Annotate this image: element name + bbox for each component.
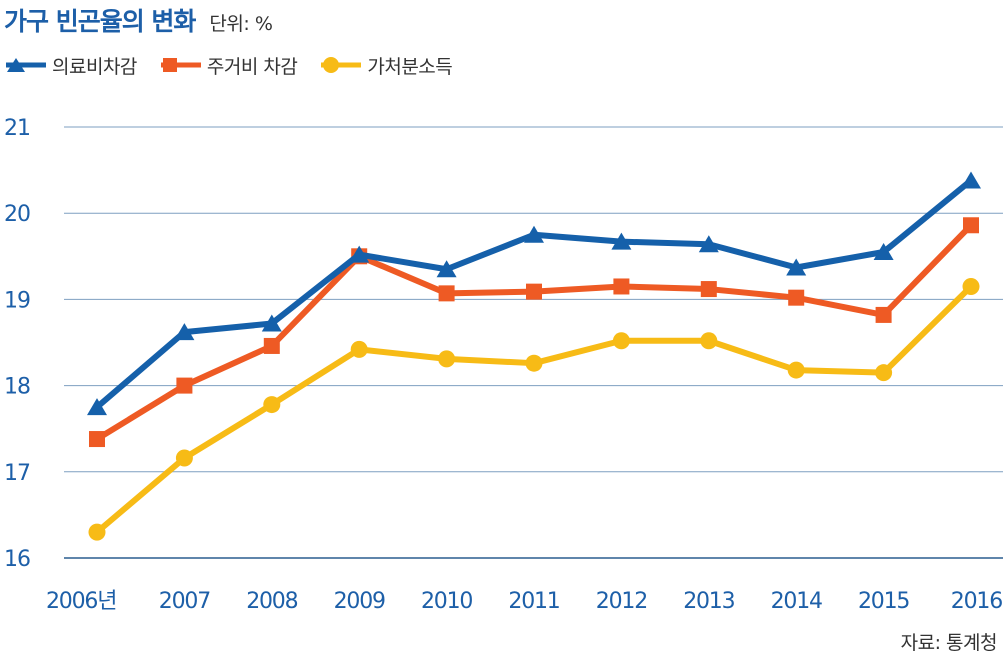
data-point-square bbox=[963, 217, 979, 234]
data-point-square bbox=[700, 281, 717, 298]
data-point-triangle bbox=[261, 314, 282, 332]
y-tick-label: 16 bbox=[4, 547, 30, 572]
data-point-square bbox=[875, 306, 892, 323]
data-point-circle bbox=[263, 396, 281, 414]
circle-marker-icon bbox=[321, 57, 362, 73]
data-point-circle bbox=[438, 350, 456, 368]
series-layer bbox=[87, 171, 981, 541]
data-point-square bbox=[176, 377, 193, 394]
legend-label-medical: 의료비차감 bbox=[52, 55, 137, 78]
chart-title: 가구 빈곤율의 변화 bbox=[4, 7, 196, 36]
series-triangle bbox=[87, 171, 981, 416]
data-point-circle bbox=[700, 332, 718, 350]
x-tick-label: 2010 bbox=[421, 589, 472, 614]
series-circle bbox=[88, 277, 980, 541]
data-point-circle bbox=[962, 277, 980, 295]
series-square bbox=[89, 217, 979, 448]
legend-item-medical: 의료비차감 bbox=[4, 52, 137, 79]
data-point-circle bbox=[875, 364, 893, 382]
x-tick-label: 2015 bbox=[858, 589, 909, 614]
x-tick-label: 2014 bbox=[771, 589, 822, 614]
data-point-square bbox=[438, 285, 455, 302]
data-point-circle bbox=[612, 332, 630, 350]
x-axis-ticks: 2006년 2007 2008 2009 2010 2011 2012 2013 2014 201… bbox=[46, 589, 1003, 614]
legend-label-disposable: 가처분소득 bbox=[367, 55, 453, 78]
y-tick-label: 18 bbox=[4, 375, 30, 400]
unit-label: 단위: % bbox=[209, 13, 273, 35]
triangle-marker-icon bbox=[6, 58, 46, 72]
x-tick-label: 2008 bbox=[246, 589, 297, 614]
data-point-triangle bbox=[349, 245, 370, 263]
data-point-circle bbox=[88, 523, 106, 541]
data-point-square bbox=[788, 289, 805, 306]
x-tick-label: 2011 bbox=[508, 589, 559, 614]
chart-header: 가구 빈곤율의 변화 단위: % bbox=[4, 2, 273, 38]
data-point-square bbox=[526, 283, 542, 300]
data-point-triangle bbox=[436, 260, 457, 278]
data-point-triangle bbox=[611, 232, 632, 250]
data-point-triangle bbox=[87, 398, 107, 416]
legend-label-housing: 주거비 차감 bbox=[206, 55, 298, 78]
data-point-triangle bbox=[174, 323, 195, 341]
x-tick-label: 2006년 bbox=[46, 589, 116, 614]
x-tick-label: 2013 bbox=[683, 589, 734, 614]
data-point-triangle bbox=[961, 171, 981, 189]
source-note: 자료: 통계청 bbox=[900, 632, 998, 654]
y-tick-label: 21 bbox=[4, 116, 30, 141]
data-point-triangle bbox=[786, 258, 807, 276]
x-tick-label: 2012 bbox=[596, 589, 647, 614]
x-tick-label: 2009 bbox=[334, 589, 385, 614]
y-axis-ticks: 16 17 18 19 20 21 bbox=[4, 116, 31, 572]
x-tick-label: 2007 bbox=[159, 589, 210, 614]
y-tick-label: 17 bbox=[4, 461, 30, 486]
y-tick-label: 20 bbox=[4, 202, 30, 227]
y-tick-label: 19 bbox=[4, 288, 30, 313]
square-marker-icon bbox=[160, 58, 201, 72]
data-point-square bbox=[263, 337, 280, 354]
legend-item-housing: 주거비 차감 bbox=[159, 52, 298, 79]
gridlines bbox=[64, 126, 1003, 559]
data-point-triangle bbox=[698, 235, 719, 253]
data-point-square bbox=[613, 278, 630, 295]
series-line bbox=[94, 283, 974, 536]
data-point-circle bbox=[350, 340, 368, 358]
legend: 의료비차감 주거비 차감 가처분소득 bbox=[4, 50, 474, 80]
legend-item-disposable: 가처분소득 bbox=[319, 52, 453, 79]
data-point-square bbox=[89, 431, 105, 448]
data-point-circle bbox=[787, 361, 805, 379]
data-point-circle bbox=[175, 449, 193, 467]
data-point-circle bbox=[525, 354, 543, 372]
data-point-triangle bbox=[524, 225, 544, 243]
data-point-triangle bbox=[873, 242, 894, 260]
x-tick-label: 2016 bbox=[951, 589, 1002, 614]
